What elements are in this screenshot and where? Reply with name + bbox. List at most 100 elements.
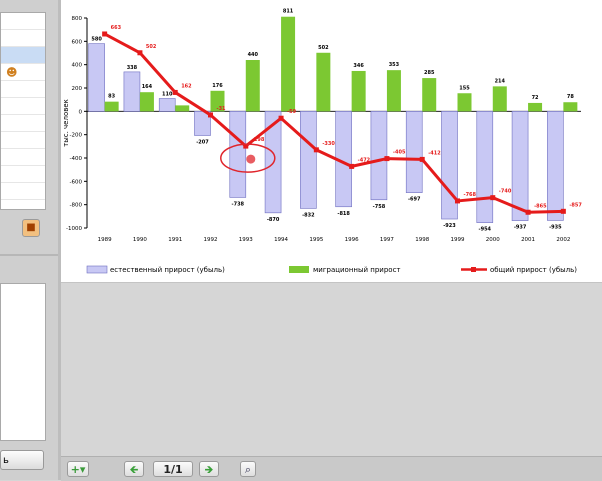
total-growth-point bbox=[455, 198, 460, 204]
arrow-left-icon[interactable]: 🡸 bbox=[124, 461, 144, 477]
migration-growth-bar bbox=[210, 90, 225, 112]
natural-growth-bar bbox=[441, 111, 458, 220]
list-item[interactable] bbox=[1, 149, 45, 166]
migration-growth-bar bbox=[245, 60, 260, 112]
migration-data-label: 285 bbox=[424, 70, 435, 76]
total-data-label: 502 bbox=[146, 44, 157, 50]
natural-growth-bar bbox=[370, 111, 388, 201]
migration-data-label: 72 bbox=[532, 95, 539, 101]
x-tick-label: 1992 bbox=[204, 237, 218, 243]
natural-data-label: -758 bbox=[373, 204, 386, 210]
migration-data-label: 83 bbox=[108, 94, 115, 100]
total-data-label: -330 bbox=[322, 141, 335, 147]
total-growth-point bbox=[243, 143, 249, 149]
list-item-selected[interactable] bbox=[1, 47, 45, 64]
natural-data-label: -923 bbox=[443, 223, 456, 229]
total-growth-line bbox=[103, 32, 564, 214]
slides-panel: ☻ ■ ь bbox=[0, 0, 58, 480]
total-data-label: -472 bbox=[358, 157, 371, 163]
migration-data-label: 214 bbox=[495, 78, 506, 84]
panel-divider[interactable] bbox=[0, 254, 58, 256]
y-tick-label: 800 bbox=[72, 16, 83, 22]
list-item[interactable] bbox=[1, 183, 45, 200]
total-growth-point bbox=[208, 112, 213, 118]
total-growth-point bbox=[278, 115, 284, 121]
list-item[interactable] bbox=[1, 13, 45, 30]
natural-data-label: -697 bbox=[408, 197, 421, 203]
natural-data-label: -207 bbox=[196, 139, 209, 145]
migration-data-label: 811 bbox=[283, 9, 294, 15]
user-icon[interactable]: ☻ bbox=[6, 66, 18, 79]
total-data-label: -865 bbox=[534, 203, 547, 209]
page-indicator: 1/1 bbox=[153, 461, 193, 477]
total-data-label: -740 bbox=[499, 189, 512, 195]
total-growth-point bbox=[490, 195, 496, 201]
legend-migration-swatch bbox=[289, 266, 309, 273]
slide-list[interactable] bbox=[0, 12, 46, 210]
natural-growth-bar bbox=[123, 71, 141, 112]
migration-data-label: 353 bbox=[389, 62, 400, 68]
x-tick-label: 1993 bbox=[239, 237, 253, 243]
list-item[interactable] bbox=[1, 64, 45, 81]
total-data-label: -412 bbox=[428, 150, 441, 156]
highlight-ellipse bbox=[220, 143, 276, 173]
y-tick-label: 600 bbox=[72, 39, 83, 45]
y-axis-label: тыс. человек bbox=[62, 99, 70, 147]
panel-button[interactable]: ь bbox=[0, 450, 44, 470]
natural-data-label: -937 bbox=[514, 225, 527, 231]
x-tick-label: 1996 bbox=[345, 237, 359, 243]
legend-total-marker bbox=[471, 267, 476, 272]
migration-data-label: 164 bbox=[142, 84, 153, 90]
natural-growth-bar bbox=[300, 111, 317, 209]
migration-growth-bar bbox=[492, 86, 507, 112]
migration-data-label: 346 bbox=[353, 63, 364, 69]
list-item[interactable] bbox=[1, 30, 45, 47]
natural-growth-bar bbox=[511, 111, 529, 221]
migration-growth-bar bbox=[457, 93, 472, 112]
natural-growth-bar bbox=[476, 111, 494, 223]
migration-growth-bar bbox=[563, 102, 578, 112]
x-tick-label: 1990 bbox=[133, 237, 147, 243]
natural-data-label: -818 bbox=[337, 211, 350, 217]
migration-growth-bar bbox=[104, 101, 119, 112]
natural-growth-bar bbox=[405, 111, 423, 193]
zoom-icon[interactable]: ⌕ bbox=[240, 461, 256, 477]
x-tick-label: 2002 bbox=[556, 237, 570, 243]
total-data-label: -59 bbox=[287, 109, 297, 115]
slide-area: -1000 -800 -600 -400 -200 0 200 400 600 800 тыс. ч… bbox=[61, 0, 602, 480]
total-growth-point bbox=[313, 147, 319, 153]
natural-growth-bar bbox=[158, 98, 176, 112]
x-tick-label: 1989 bbox=[98, 237, 112, 243]
notes-box[interactable] bbox=[0, 283, 46, 441]
navigation-bar: +▾ 🡸 1/1 🡺 ⌕ bbox=[61, 456, 602, 481]
legend-natural-label: естественный прирост (убыль) bbox=[110, 266, 225, 274]
list-item[interactable] bbox=[1, 115, 45, 132]
x-tick-label: 2001 bbox=[521, 237, 535, 243]
list-item[interactable] bbox=[1, 132, 45, 149]
migration-data-label: 78 bbox=[567, 94, 574, 100]
total-data-label: -405 bbox=[393, 150, 406, 156]
list-item[interactable] bbox=[1, 98, 45, 115]
natural-data-label: -738 bbox=[232, 201, 245, 207]
migration-growth-bar bbox=[316, 52, 331, 112]
natural-data-label: 580 bbox=[91, 37, 102, 43]
slide-canvas: -1000 -800 -600 -400 -200 0 200 400 600 800 тыс. ч… bbox=[61, 0, 602, 283]
x-tick-label: 1995 bbox=[309, 237, 323, 243]
natural-data-label: 338 bbox=[127, 65, 138, 71]
migration-data-label: 176 bbox=[212, 83, 223, 89]
x-tick-label: 1991 bbox=[168, 237, 182, 243]
list-item[interactable] bbox=[1, 81, 45, 98]
y-tick-label: -400 bbox=[70, 156, 83, 162]
splitter[interactable] bbox=[58, 0, 61, 480]
list-item[interactable] bbox=[1, 166, 45, 183]
presenter-icon[interactable]: ■ bbox=[22, 219, 40, 237]
natural-growth-bar bbox=[88, 43, 105, 112]
x-tick-label: 1994 bbox=[274, 237, 288, 243]
x-tick-label: 1997 bbox=[380, 237, 394, 243]
add-slide-icon[interactable]: +▾ bbox=[67, 461, 89, 477]
y-tick-label: -800 bbox=[70, 203, 83, 209]
natural-data-label: 110 bbox=[162, 92, 173, 98]
migration-data-label: 440 bbox=[248, 52, 259, 58]
arrow-right-icon[interactable]: 🡺 bbox=[199, 461, 219, 477]
migration-growth-bar bbox=[281, 16, 296, 112]
